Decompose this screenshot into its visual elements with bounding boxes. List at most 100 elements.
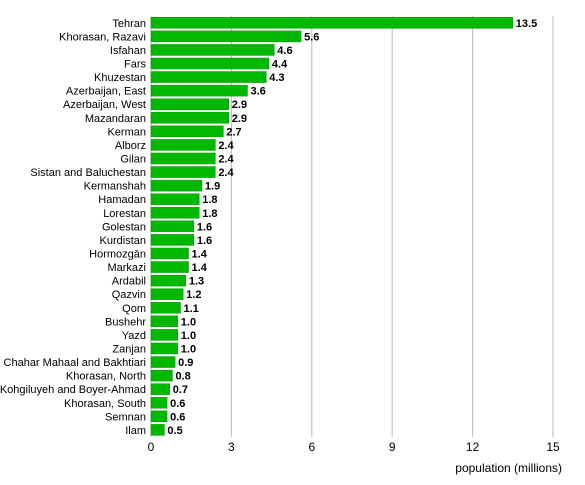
bar-2 [150,44,275,56]
x-tick-9: 9 [389,440,396,454]
value-label-6: 2.9 [232,99,247,111]
bar-17 [150,247,189,260]
bar-4 [150,71,267,83]
value-label-14: 1.8 [202,208,217,220]
category-label-29: Semnan [105,411,146,423]
value-label-19: 1.3 [189,276,204,288]
bar-6 [150,98,229,110]
value-label-30: 0.5 [167,425,182,437]
value-label-4: 4.3 [269,72,284,84]
bar-9 [150,139,216,151]
value-label-17: 1.4 [192,248,208,260]
value-label-26: 0.8 [175,371,190,383]
category-label-17: Hormozgān [89,248,146,260]
category-label-21: Qom [122,303,146,315]
category-label-6: Azerbaijan, West [63,99,146,111]
category-label-3: Fars [124,59,147,71]
bar-23 [150,329,179,341]
value-label-27: 0.7 [173,384,188,396]
bar-22 [150,315,179,328]
bars [150,17,514,436]
category-label-27: Kohgiluyeh and Boyer-Ahmad [0,384,146,396]
bar-28 [150,397,168,409]
value-label-16: 1.6 [197,235,212,247]
value-label-24: 1.0 [181,343,196,355]
value-label-3: 4.4 [272,59,288,71]
bar-7 [150,112,229,124]
bar-27 [150,383,171,395]
value-labels: 13.55.64.64.44.33.62.92.92.72.42.42.41.9… [167,18,537,437]
bar-19 [150,274,187,287]
value-label-18: 1.4 [192,262,208,274]
category-label-18: Markazi [107,262,146,274]
category-label-12: Kermanshah [84,181,146,193]
value-label-28: 0.6 [170,398,185,410]
category-label-30: Ilam [125,425,146,437]
bar-1 [150,30,302,43]
category-label-16: Kurdistan [100,235,146,247]
category-label-24: Zanjan [112,343,146,355]
category-label-0: Tehran [112,18,146,30]
value-label-22: 1.0 [181,316,196,328]
bar-24 [150,342,179,355]
category-label-14: Lorestan [103,208,146,220]
bar-26 [150,369,173,382]
value-label-21: 1.1 [183,303,198,315]
bar-12 [150,179,203,192]
value-label-2: 4.6 [277,45,292,57]
x-tick-12: 12 [466,440,480,454]
bar-0 [150,17,514,29]
value-label-0: 13.5 [516,18,537,30]
bar-25 [150,356,176,368]
value-label-1: 5.6 [304,31,319,43]
category-label-19: Ardabil [112,276,146,288]
bar-14 [150,207,200,219]
value-label-20: 1.2 [186,289,201,301]
category-label-2: Isfahan [110,45,146,57]
value-label-5: 3.6 [250,86,265,98]
bar-10 [150,152,216,165]
category-label-26: Khorasan, North [66,371,146,383]
category-label-15: Golestan [102,221,146,233]
value-label-11: 2.4 [218,167,234,179]
bar-13 [150,193,200,205]
value-label-8: 2.7 [226,126,241,138]
value-label-12: 1.9 [205,181,220,193]
x-tick-0: 0 [148,440,155,454]
category-label-7: Mazandaran [85,113,146,125]
bar-29 [150,410,168,423]
x-tick-3: 3 [228,440,235,454]
category-label-13: Hamadan [98,194,146,206]
category-label-28: Khorasan, South [64,398,146,410]
bar-5 [150,84,248,97]
bar-18 [150,261,189,273]
bar-8 [150,125,224,138]
value-label-9: 2.4 [218,140,234,152]
value-label-23: 1.0 [181,330,196,342]
category-label-8: Kerman [107,126,146,138]
bar-16 [150,234,195,246]
value-label-15: 1.6 [197,221,212,233]
bar-11 [150,166,216,178]
value-label-25: 0.9 [178,357,193,369]
x-tick-6: 6 [308,440,315,454]
bar-15 [150,220,195,233]
category-label-10: Gilan [120,153,146,165]
category-label-20: Qazvin [112,289,146,301]
value-label-29: 0.6 [170,411,185,423]
category-label-1: Khorasan, Razavi [59,31,146,43]
category-label-22: Bushehr [105,316,146,328]
x-tick-15: 15 [546,440,560,454]
value-label-13: 1.8 [202,194,217,206]
bar-3 [150,57,270,70]
bar-21 [150,302,181,314]
category-label-9: Alborz [115,140,146,152]
bar-30 [150,424,165,436]
category-label-4: Khuzestan [94,72,146,84]
category-label-5: Azerbaijan, East [66,86,146,98]
bar-20 [150,288,184,300]
x-axis-title: population (millions) [455,461,562,475]
category-label-23: Yazd [122,330,146,342]
